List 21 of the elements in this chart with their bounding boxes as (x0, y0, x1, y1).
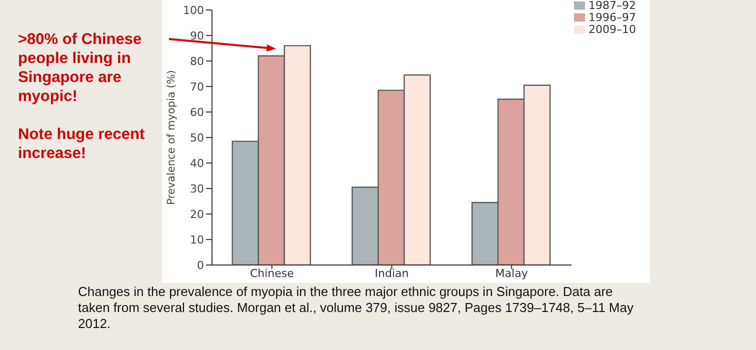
y-axis-title: Prevalence of myopia (%) (166, 70, 178, 205)
text: Note huge recent increase! (18, 126, 145, 162)
x-tick-label: Indian (374, 266, 409, 280)
y-tick-label: 90 (190, 29, 204, 42)
x-tick-label: Chinese (250, 266, 294, 280)
y-tick-label: 60 (190, 106, 204, 119)
legend-label: 1987–92 (588, 0, 636, 12)
y-tick-label: 20 (190, 208, 204, 221)
text: >80% of Chinese people living in Singapore are myopic! (18, 31, 142, 105)
y-tick-label: 10 (190, 233, 204, 246)
y-tick-label: 0 (197, 258, 204, 272)
legend-label: 2009–10 (588, 23, 636, 36)
legend-label: 1996–97 (588, 11, 636, 24)
y-tick-label: 30 (190, 182, 204, 196)
y-tick-label: 70 (190, 80, 204, 94)
y-tick-label: 80 (190, 54, 204, 68)
y-tick-label: 50 (190, 131, 204, 144)
x-tick-label: Malay (495, 266, 528, 280)
y-tick-label: 40 (190, 156, 204, 170)
text: Changes in the prevalence of myopia in the three major ethnic groups in Singapore. Data are taken from several studies. Morgan et al., volume 379, issue 9827, Pages 1739–1748, 5–11 May 2012. (78, 284, 634, 332)
y-tick-label: 100 (183, 4, 204, 17)
